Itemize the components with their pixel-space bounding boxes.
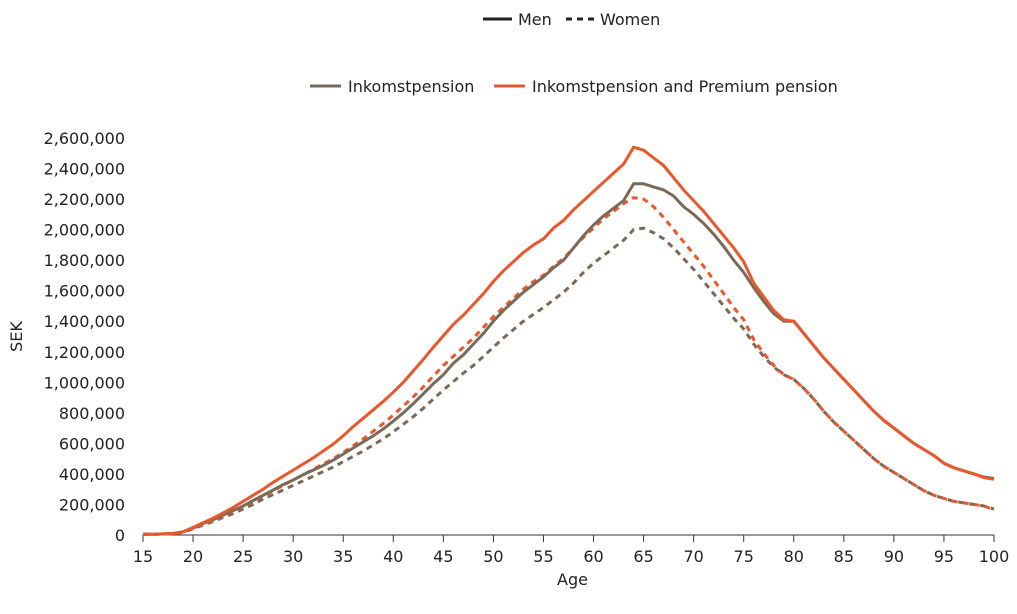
y-axis-ticks: 0 200,000 400,000 600,000 800,000 1,000,000 1,… <box>44 129 125 545</box>
y-tick-label: 1,200,000 <box>44 343 125 362</box>
x-tick-label: 20 <box>183 547 203 566</box>
legend-women-label: Women <box>600 10 660 29</box>
x-tick-label: 100 <box>979 547 1010 566</box>
x-tick-label: 45 <box>433 547 453 566</box>
x-axis-title: Age <box>557 570 588 589</box>
legend-premium-label: Inkomstpension and Premium pension <box>532 77 838 96</box>
y-tick-label: 2,400,000 <box>44 160 125 179</box>
y-tick-label: 800,000 <box>59 404 125 423</box>
x-tick-label: 85 <box>834 547 854 566</box>
y-tick-label: 600,000 <box>59 434 125 453</box>
x-tick-label: 70 <box>683 547 703 566</box>
legend-series: Inkomstpension Inkomstpension and Premiu… <box>310 77 838 96</box>
x-tick-label: 80 <box>784 547 804 566</box>
x-tick-label: 65 <box>633 547 653 566</box>
legend-inkomst-label: Inkomstpension <box>348 77 474 96</box>
legend-line-style: Men Women <box>483 10 660 29</box>
y-tick-label: 2,600,000 <box>44 129 125 148</box>
y-tick-label: 1,400,000 <box>44 312 125 331</box>
y-tick-label: 1,000,000 <box>44 373 125 392</box>
x-tick-label: 25 <box>233 547 253 566</box>
y-tick-label: 1,600,000 <box>44 282 125 301</box>
x-tick-label: 15 <box>133 547 153 566</box>
legend-men-label: Men <box>518 10 552 29</box>
series-lines <box>143 145 995 536</box>
x-tick-label: 60 <box>583 547 603 566</box>
series-line-inkomstpension-women <box>143 226 995 536</box>
x-tick-label: 40 <box>383 547 403 566</box>
x-tick-label: 50 <box>483 547 503 566</box>
series-line-inkomstpension-men <box>143 182 995 536</box>
x-tick-label: 35 <box>333 547 353 566</box>
y-tick-label: 1,800,000 <box>44 251 125 270</box>
x-tick-label: 90 <box>884 547 904 566</box>
y-tick-label: 200,000 <box>59 495 125 514</box>
y-tick-label: 400,000 <box>59 465 125 484</box>
series-line-inkomstpension-and-premium-pension-men <box>143 145 995 536</box>
x-tick-label: 95 <box>934 547 954 566</box>
x-tick-label: 55 <box>533 547 553 566</box>
x-axis-ticks: 15 20 25 30 35 40 45 50 55 60 65 70 75 80 85 90 95 100 <box>133 535 1009 566</box>
y-tick-label: 2,200,000 <box>44 190 125 209</box>
x-tick-label: 30 <box>283 547 303 566</box>
y-tick-label: 0 <box>115 526 125 545</box>
x-tick-label: 75 <box>734 547 754 566</box>
y-axis-title: SEK <box>7 321 26 352</box>
y-tick-label: 2,000,000 <box>44 221 125 240</box>
